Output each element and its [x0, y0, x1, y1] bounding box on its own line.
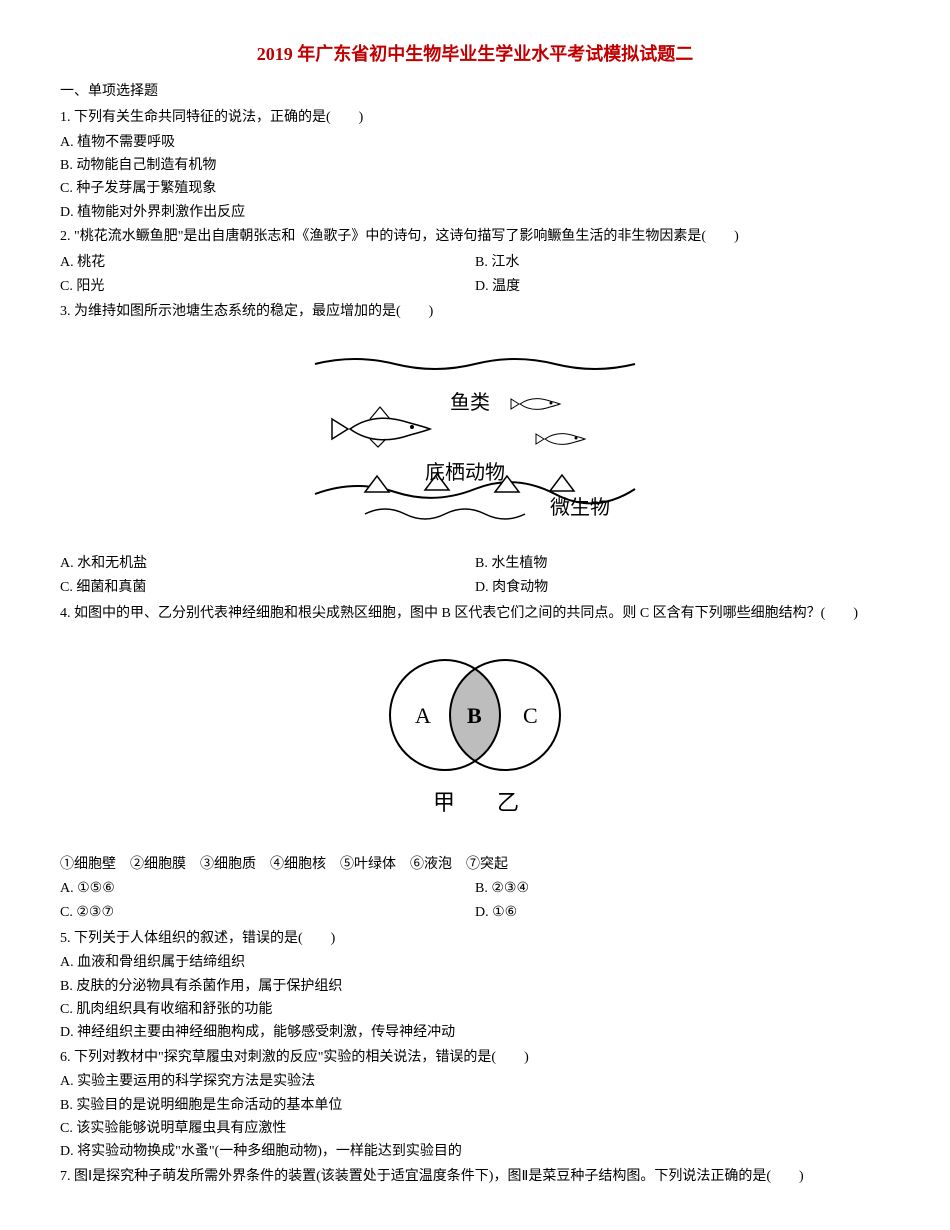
q5-option-a: A. 血液和骨组织属于结缔组织 — [60, 952, 890, 974]
q3-option-a: A. 水和无机盐 — [60, 553, 475, 575]
q1-option-b: B. 动物能自己制造有机物 — [60, 155, 890, 177]
q2-option-b: B. 江水 — [475, 252, 890, 274]
q6-option-d: D. 将实验动物换成"水蚤"(一种多细胞动物)，一样能达到实验目的 — [60, 1141, 890, 1163]
q2-option-d: D. 温度 — [475, 276, 890, 298]
q3-option-c: C. 细菌和真菌 — [60, 577, 475, 599]
section-1-heading: 一、单项选择题 — [60, 81, 890, 103]
q3-label-micro: 微生物 — [550, 496, 610, 519]
exam-title: 2019 年广东省初中生物毕业生学业水平考试模拟试题二 — [60, 40, 890, 69]
q4-label-A: A — [415, 703, 431, 728]
q4-label-B: B — [467, 703, 482, 728]
q4-figure: A B C 甲 乙 — [60, 635, 890, 843]
q4-label-jia: 甲 — [433, 790, 455, 815]
q4-label-yi: 乙 — [497, 790, 519, 815]
q5-option-b: B. 皮肤的分泌物具有杀菌作用，属于保护组织 — [60, 976, 890, 998]
q3-label-benthic: 底栖动物 — [425, 461, 505, 484]
q6-option-a: A. 实验主要运用的科学探究方法是实验法 — [60, 1071, 890, 1093]
q6-option-c: C. 该实验能够说明草履虫具有应激性 — [60, 1118, 890, 1140]
q5-option-c: C. 肌肉组织具有收缩和舒张的功能 — [60, 999, 890, 1021]
q2-stem: 2. "桃花流水鳜鱼肥"是出自唐朝张志和《渔歌子》中的诗句，这诗句描写了影响鳜鱼… — [60, 226, 890, 248]
q3-option-d: D. 肉食动物 — [475, 577, 890, 599]
q6-option-b: B. 实验目的是说明细胞是生命活动的基本单位 — [60, 1095, 890, 1117]
q4-stem: 4. 如图中的甲、乙分别代表神经细胞和根尖成熟区细胞，图中 B 区代表它们之间的… — [60, 603, 890, 625]
q1-option-d: D. 植物能对外界刺激作出反应 — [60, 202, 890, 224]
q4-label-C: C — [523, 703, 538, 728]
q5-stem: 5. 下列关于人体组织的叙述，错误的是( ) — [60, 928, 890, 950]
q1-stem: 1. 下列有关生命共同特征的说法，正确的是( ) — [60, 107, 890, 129]
q5-option-d: D. 神经组织主要由神经细胞构成，能够感受刺激，传导神经冲动 — [60, 1022, 890, 1044]
q3-figure: 鱼类 底栖动物 微生物 — [60, 334, 890, 542]
q1-option-c: C. 种子发芽属于繁殖现象 — [60, 178, 890, 200]
q3-option-b: B. 水生植物 — [475, 553, 890, 575]
q4-option-c: C. ②③⑦ — [60, 902, 475, 924]
q3-stem: 3. 为维持如图所示池塘生态系统的稳定，最应增加的是( ) — [60, 301, 890, 323]
q7-stem: 7. 图Ⅰ是探究种子萌发所需外界条件的装置(该装置处于适宜温度条件下)，图Ⅱ是菜… — [60, 1166, 890, 1188]
q2-option-a: A. 桃花 — [60, 252, 475, 274]
q4-option-a: A. ①⑤⑥ — [60, 878, 475, 900]
q4-option-b: B. ②③④ — [475, 878, 890, 900]
q2-option-c: C. 阳光 — [60, 276, 475, 298]
q4-labels-line: ①细胞壁 ②细胞膜 ③细胞质 ④细胞核 ⑤叶绿体 ⑥液泡 ⑦突起 — [60, 854, 890, 876]
q3-label-fish: 鱼类 — [450, 391, 490, 414]
q4-option-d: D. ①⑥ — [475, 902, 890, 924]
q1-option-a: A. 植物不需要呼吸 — [60, 132, 890, 154]
q6-stem: 6. 下列对教材中"探究草履虫对刺激的反应"实验的相关说法，错误的是( ) — [60, 1047, 890, 1069]
